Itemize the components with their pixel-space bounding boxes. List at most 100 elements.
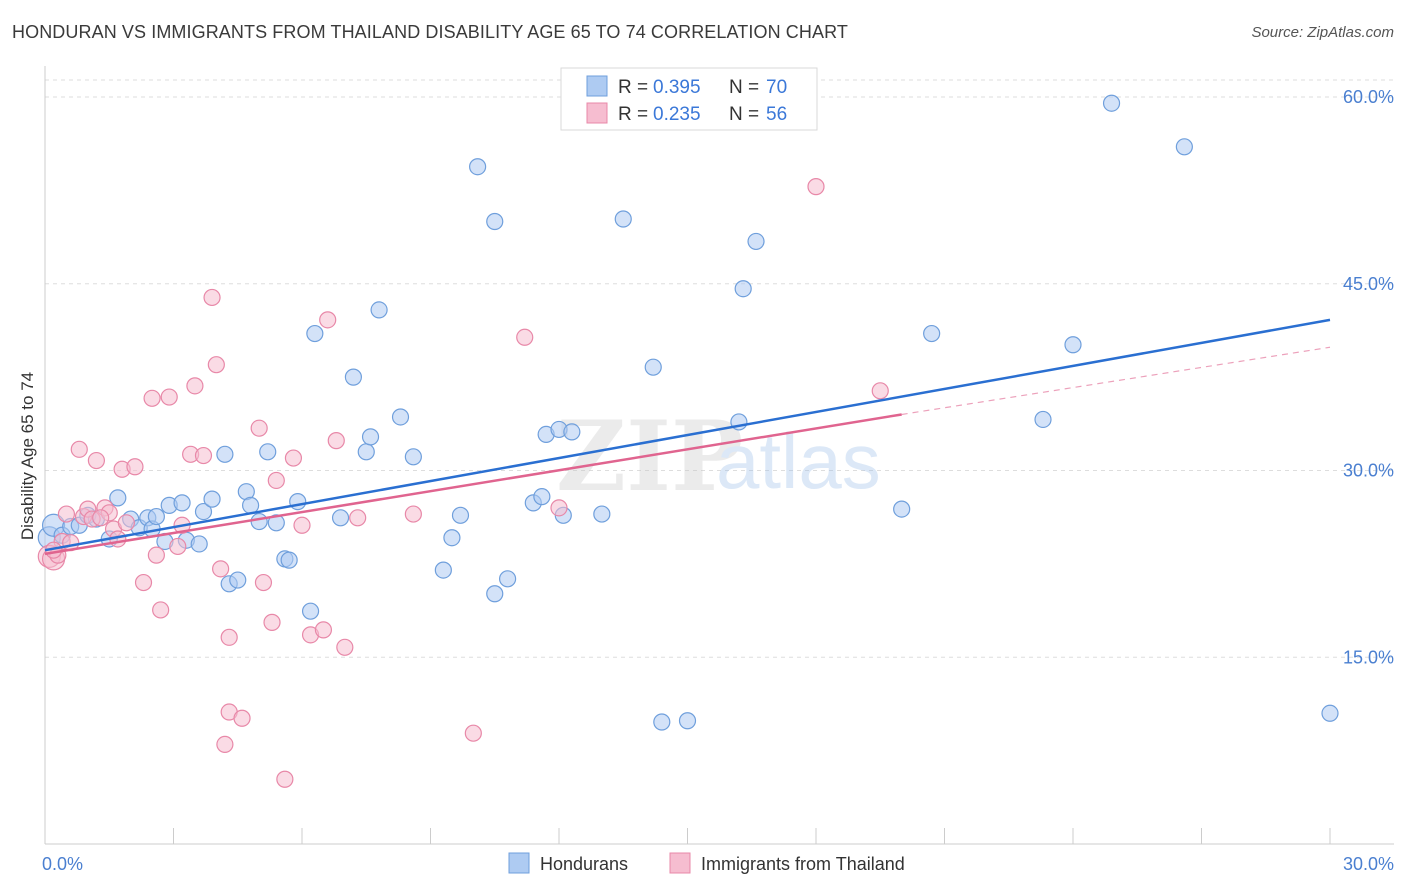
- honduran-point: [1034, 410, 1052, 429]
- honduran-point: [653, 713, 671, 731]
- thailand-point: [349, 509, 367, 527]
- honduran-point: [614, 210, 632, 228]
- honduran-point: [194, 502, 213, 521]
- honduran-point: [216, 445, 234, 463]
- legend: R = 0.395 N = 70 R = 0.235 N = 56: [560, 67, 818, 131]
- thailand-point: [117, 514, 135, 532]
- honduran-point: [1321, 704, 1339, 722]
- honduran-point: [434, 561, 452, 579]
- thailand-point: [186, 377, 204, 395]
- honduran-point: [443, 529, 461, 547]
- honduran-point: [173, 494, 191, 512]
- honduran-point: [486, 212, 504, 231]
- honduran-point: [593, 505, 611, 523]
- thailand-point: [233, 709, 251, 727]
- thailand-point: [516, 328, 534, 346]
- honduran-point: [499, 570, 517, 588]
- y-tick-label-30: 30.0%: [1343, 461, 1394, 481]
- honduran-point: [301, 602, 320, 620]
- hondurans-points: [37, 94, 1339, 731]
- thailand-point: [807, 178, 825, 196]
- honduran-point: [331, 509, 350, 527]
- legend-n-hondurans: 70: [766, 77, 787, 98]
- honduran-point: [734, 280, 752, 298]
- thailand-point: [87, 451, 106, 470]
- x-tick-label-0: 0.0%: [42, 854, 83, 874]
- thailand-point: [284, 449, 303, 467]
- thailand-point: [276, 770, 294, 788]
- honduran-point: [357, 443, 375, 461]
- honduran-point: [109, 489, 127, 507]
- thailand-point: [57, 505, 76, 523]
- bottom-legend: Hondurans Immigrants from Thailand: [508, 852, 905, 874]
- bottom-legend-hondurans: Hondurans: [540, 854, 628, 874]
- thailand-point: [293, 516, 311, 534]
- chart-title: HONDURAN VS IMMIGRANTS FROM THAILAND DIS…: [12, 22, 848, 42]
- thailand-point: [152, 601, 170, 619]
- thailand-point: [92, 509, 110, 527]
- honduran-point: [391, 408, 410, 426]
- thailand-point: [212, 560, 230, 578]
- honduran-point: [678, 712, 697, 730]
- honduran-point: [469, 158, 487, 176]
- legend-n-label-hondurans: N =: [729, 77, 759, 98]
- thailand-point: [160, 388, 178, 406]
- thailand-point: [327, 432, 345, 450]
- thailand-point: [267, 471, 285, 490]
- y-axis-label: Disability Age 65 to 74: [18, 372, 37, 540]
- watermark: ZIP atlas: [556, 400, 881, 513]
- honduran-point: [190, 535, 208, 553]
- thailand-point: [70, 440, 88, 458]
- legend-r-hondurans: 0.395: [653, 77, 701, 98]
- bottom-legend-thailand: Immigrants from Thailand: [701, 854, 905, 874]
- honduran-point: [280, 551, 298, 569]
- honduran-point: [306, 324, 324, 343]
- honduran-point: [923, 324, 941, 343]
- honduran-point: [451, 506, 470, 524]
- source-label: Source: ZipAtlas.com: [1251, 24, 1394, 41]
- thailand-point: [216, 735, 234, 754]
- thailand-point: [464, 724, 482, 742]
- thailand-points: [37, 178, 889, 788]
- x-tick-label-30: 30.0%: [1343, 854, 1394, 874]
- thailand-trend-line: [44, 413, 902, 556]
- thailand-point: [314, 621, 333, 639]
- honduran-point: [747, 232, 765, 251]
- thailand-point: [263, 613, 281, 631]
- honduran-point: [404, 448, 422, 466]
- honduran-point: [533, 488, 551, 506]
- thailand-point: [147, 546, 165, 564]
- thailand-point: [203, 288, 221, 307]
- honduran-point: [563, 423, 581, 441]
- thailand-point: [126, 458, 144, 476]
- honduran-point: [644, 358, 662, 376]
- trend-lines: [44, 318, 1331, 556]
- honduran-point: [267, 514, 285, 532]
- thailand-point: [143, 389, 161, 407]
- honduran-point: [344, 368, 362, 386]
- honduran-point: [1064, 336, 1082, 354]
- legend-n-thailand: 56: [766, 104, 787, 125]
- thailand-point: [404, 505, 422, 523]
- thailand-point: [871, 382, 889, 400]
- grid-lines: [45, 79, 1394, 658]
- honduran-point: [147, 507, 165, 526]
- thailand-point: [220, 628, 238, 646]
- thailand-point: [194, 446, 213, 465]
- y-tick-label-15: 15.0%: [1343, 647, 1394, 667]
- axes: 15.0% 30.0% 45.0% 60.0% 0.0% 30.0%: [42, 66, 1394, 874]
- thailand-point: [169, 537, 187, 556]
- thailand-point: [550, 499, 568, 517]
- legend-swatch-hondurans: [586, 75, 608, 97]
- thailand-point: [250, 419, 268, 437]
- honduran-point: [1102, 94, 1121, 112]
- y-tick-label-45: 45.0%: [1343, 274, 1394, 294]
- y-tick-label-60: 60.0%: [1343, 87, 1394, 107]
- honduran-point: [1175, 138, 1193, 156]
- honduran-point: [250, 512, 268, 531]
- legend-swatch-thailand: [586, 102, 608, 124]
- thailand-point: [319, 311, 337, 329]
- legend-r-label-thailand: R =: [618, 104, 648, 125]
- honduran-point: [289, 493, 307, 511]
- honduran-point: [229, 571, 247, 589]
